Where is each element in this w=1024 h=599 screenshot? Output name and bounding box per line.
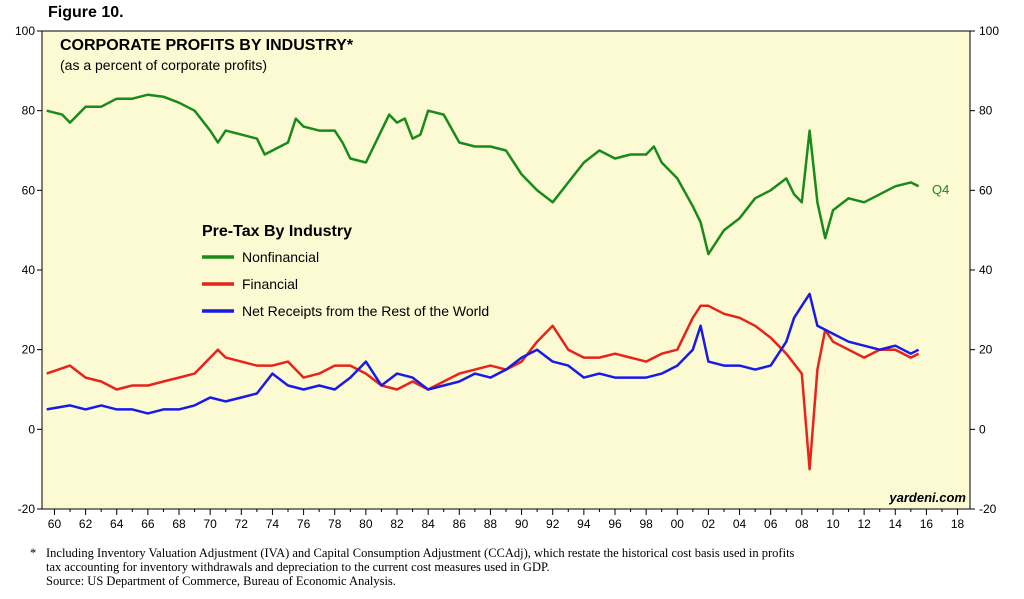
x-tick-label: 06 bbox=[764, 517, 778, 531]
x-tick-label: 04 bbox=[733, 517, 747, 531]
y-axis-right: -20 0 20 40 60 80 100 bbox=[970, 24, 999, 516]
y-tick-label-right: 20 bbox=[979, 343, 993, 357]
footnote-marker: * bbox=[30, 546, 37, 560]
x-tick-label: 10 bbox=[826, 517, 840, 531]
x-tick-label: 70 bbox=[203, 517, 217, 531]
x-tick-label: 14 bbox=[889, 517, 903, 531]
x-tick-label: 94 bbox=[577, 517, 591, 531]
x-tick-label: 90 bbox=[515, 517, 529, 531]
y-tick-label-left: -20 bbox=[18, 502, 36, 516]
figure-label: Figure 10. bbox=[48, 4, 124, 21]
y-tick-label-left: 20 bbox=[22, 343, 36, 357]
x-tick-label: 60 bbox=[48, 517, 62, 531]
y-axis-left: -20 0 20 40 60 80 100 bbox=[15, 24, 42, 516]
x-tick-label: 88 bbox=[484, 517, 498, 531]
x-tick-label: 86 bbox=[453, 517, 467, 531]
legend-label-net-receipts: Net Receipts from the Rest of the World bbox=[242, 303, 489, 319]
x-tick-label: 74 bbox=[266, 517, 280, 531]
x-tick-label: 66 bbox=[141, 517, 155, 531]
y-tick-label-right: 60 bbox=[979, 183, 993, 197]
x-tick-label: 84 bbox=[421, 517, 435, 531]
y-tick-label-right: 100 bbox=[979, 24, 999, 38]
x-tick-label: 18 bbox=[951, 517, 965, 531]
x-tick-label: 96 bbox=[608, 517, 622, 531]
footnote-source: Source: US Department of Commerce, Burea… bbox=[46, 574, 396, 588]
x-tick-label: 92 bbox=[546, 517, 560, 531]
chart-title: CORPORATE PROFITS BY INDUSTRY* bbox=[60, 37, 354, 54]
legend-label-nonfinancial: Nonfinancial bbox=[242, 249, 319, 265]
x-tick-label: 02 bbox=[702, 517, 716, 531]
watermark: yardeni.com bbox=[888, 490, 966, 505]
x-tick-label: 12 bbox=[857, 517, 871, 531]
y-tick-label-left: 80 bbox=[22, 104, 36, 118]
series-layer bbox=[46, 93, 920, 471]
y-tick-label-left: 60 bbox=[22, 183, 36, 197]
net-receipts-line bbox=[46, 292, 920, 415]
x-tick-label: 08 bbox=[795, 517, 809, 531]
footnote-line-1: Including Inventory Valuation Adjustment… bbox=[46, 546, 795, 560]
y-tick-label-left: 40 bbox=[22, 263, 36, 277]
footnote-line-2: tax accounting for inventory withdrawals… bbox=[46, 560, 550, 574]
x-tick-label: 98 bbox=[639, 517, 653, 531]
y-tick-label-left: 100 bbox=[15, 24, 35, 38]
x-axis: 60 62 64 66 68 70 72 74 76 78 80 82 84 86 88 90 92 94 96 98… bbox=[48, 509, 965, 531]
legend-label-financial: Financial bbox=[242, 276, 298, 292]
y-tick-label-right: 80 bbox=[979, 104, 993, 118]
y-tick-label-right: 0 bbox=[979, 422, 986, 436]
chart-subtitle: (as a percent of corporate profits) bbox=[60, 57, 267, 73]
nonfinancial-line bbox=[46, 93, 920, 256]
x-tick-label: 78 bbox=[328, 517, 342, 531]
y-tick-label-right: -20 bbox=[979, 502, 997, 516]
y-tick-label-right: 40 bbox=[979, 263, 993, 277]
x-tick-label: 72 bbox=[235, 517, 249, 531]
y-tick-label-left: 0 bbox=[28, 422, 35, 436]
x-tick-label: 68 bbox=[172, 517, 186, 531]
legend-title: Pre-Tax By Industry bbox=[202, 223, 352, 240]
end-annotation-q4: Q4 bbox=[932, 182, 949, 197]
footnote: * Including Inventory Valuation Adjustme… bbox=[30, 546, 990, 588]
x-tick-label: 16 bbox=[920, 517, 934, 531]
x-tick-label: 62 bbox=[79, 517, 93, 531]
x-tick-label: 82 bbox=[390, 517, 404, 531]
x-tick-label: 76 bbox=[297, 517, 311, 531]
x-tick-label: 00 bbox=[671, 517, 685, 531]
legend: Pre-Tax By Industry Nonfinancial Financi… bbox=[202, 223, 489, 319]
x-tick-label: 80 bbox=[359, 517, 373, 531]
x-tick-label: 64 bbox=[110, 517, 124, 531]
